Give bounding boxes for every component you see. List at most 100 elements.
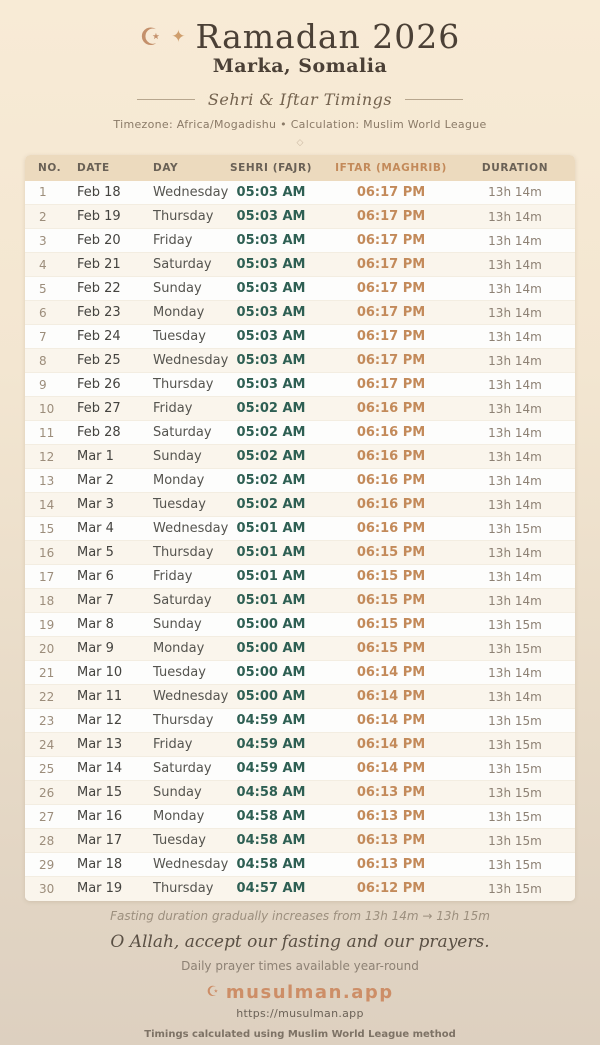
row-number: 23 xyxy=(25,708,64,733)
table-row: 3 Feb 20 Friday 05:03 AM 06:17 PM 13h 14m xyxy=(25,228,575,253)
divider-line-right xyxy=(405,98,464,100)
row-date: Mar 14 xyxy=(64,756,140,781)
row-date: Feb 28 xyxy=(64,420,140,445)
row-duration: 13h 14m xyxy=(455,396,575,421)
row-number: 15 xyxy=(25,516,64,541)
row-iftar-time: 06:16 PM xyxy=(327,492,455,517)
row-iftar-time: 06:16 PM xyxy=(327,444,455,469)
row-date: Feb 19 xyxy=(64,204,140,229)
row-day: Friday xyxy=(140,396,215,421)
table-row: 18 Mar 7 Saturday 05:01 AM 06:15 PM 13h 14m xyxy=(25,588,575,613)
row-date: Feb 24 xyxy=(64,324,140,349)
row-day: Wednesday xyxy=(140,516,228,541)
row-iftar-time: 06:16 PM xyxy=(327,468,455,493)
row-date: Mar 11 xyxy=(64,684,140,709)
row-sehri-time: 05:03 AM xyxy=(215,252,327,277)
row-number: 1 xyxy=(39,185,47,200)
table-row: 21 Mar 10 Tuesday 05:00 AM 06:14 PM 13h 14m xyxy=(25,660,575,685)
row-iftar-time: 06:13 PM xyxy=(327,804,455,829)
row-day: Sunday xyxy=(140,780,215,805)
row-sehri-time: 05:03 AM xyxy=(236,184,306,200)
col-header-duration: DURATION xyxy=(481,161,549,174)
row-duration: 13h 14m xyxy=(455,540,575,565)
row-iftar-time: 06:15 PM xyxy=(327,612,455,637)
row-duration: 13h 14m xyxy=(455,252,575,277)
row-date: Mar 7 xyxy=(64,588,140,613)
row-sehri-time: 05:01 AM xyxy=(215,540,327,565)
timezone-calculation-meta: Timezone: Africa/Mogadishu • Calculation… xyxy=(113,117,487,131)
row-day: Thursday xyxy=(140,372,215,397)
row-date: Mar 10 xyxy=(64,660,140,685)
table-row: 16 Mar 5 Thursday 05:01 AM 06:15 PM 13h 14m xyxy=(25,540,575,565)
row-day: Sunday xyxy=(140,444,215,469)
row-day: Saturday xyxy=(140,756,215,781)
row-day: Tuesday xyxy=(140,828,215,853)
row-sehri-time: 04:58 AM xyxy=(215,804,327,829)
row-duration: 13h 14m xyxy=(455,300,575,325)
row-number: 28 xyxy=(25,828,64,853)
page-title: Ramadan 2026 xyxy=(195,17,461,56)
row-sehri-time: 04:58 AM xyxy=(215,780,327,805)
row-day: Tuesday xyxy=(140,492,215,517)
row-sehri-time: 05:01 AM xyxy=(215,588,327,613)
title-row: ☪ ✦ Ramadan 2026 xyxy=(0,17,600,56)
row-duration: 13h 15m xyxy=(455,732,575,757)
row-sehri-time: 04:58 AM xyxy=(215,852,327,877)
row-date: Mar 1 xyxy=(64,444,140,469)
row-iftar-time: 06:15 PM xyxy=(327,636,455,661)
row-date: Feb 27 xyxy=(64,396,140,421)
row-iftar-time: 06:17 PM xyxy=(327,372,455,397)
row-day: Wednesday xyxy=(153,184,229,200)
row-number: 6 xyxy=(25,300,64,325)
row-date: Feb 20 xyxy=(64,228,140,253)
table-header: NO. DATE DAY SEHRI (FAJR) IFTAR (MAGHRIB) DUR… xyxy=(25,154,575,181)
row-sehri-time: 05:02 AM xyxy=(215,420,327,445)
row-iftar-time: 06:17 PM xyxy=(327,252,455,277)
brand-name[interactable]: musulman.app xyxy=(225,981,394,1003)
table-row: 25 Mar 14 Saturday 04:59 AM 06:14 PM 13h 15m xyxy=(25,756,575,781)
row-number: 17 xyxy=(25,564,64,589)
row-day: Tuesday xyxy=(140,324,215,349)
table-row: 19 Mar 8 Sunday 05:00 AM 06:15 PM 13h 15m xyxy=(25,612,575,637)
col-header-no: NO. xyxy=(38,161,62,174)
row-date: Feb 26 xyxy=(64,372,140,397)
row-day: Wednesday xyxy=(140,348,228,373)
row-date: Feb 23 xyxy=(64,300,140,325)
row-sehri-time: 05:02 AM xyxy=(215,468,327,493)
row-duration: 13h 14m xyxy=(455,588,575,613)
row-day: Thursday xyxy=(140,204,215,229)
row-day: Sunday xyxy=(140,612,215,637)
row-number: 4 xyxy=(25,252,64,277)
row-duration: 13h 15m xyxy=(455,852,575,877)
row-duration: 13h 14m xyxy=(488,185,542,200)
row-duration: 13h 15m xyxy=(455,636,575,661)
table-row: 10 Feb 27 Friday 05:02 AM 06:16 PM 13h 14m xyxy=(25,396,575,421)
row-duration: 13h 14m xyxy=(455,468,575,493)
row-number: 29 xyxy=(25,852,64,877)
row-sehri-time: 04:59 AM xyxy=(215,708,327,733)
row-number: 14 xyxy=(25,492,64,517)
row-sehri-time: 04:57 AM xyxy=(215,876,327,901)
row-date: Feb 22 xyxy=(64,276,140,301)
brand-url[interactable]: https://musulman.app xyxy=(236,1006,364,1020)
row-iftar-time: 06:14 PM xyxy=(327,708,455,733)
row-sehri-time: 05:00 AM xyxy=(215,612,327,637)
row-number: 16 xyxy=(25,540,64,565)
row-duration: 13h 14m xyxy=(455,444,575,469)
row-iftar-time: 06:17 PM xyxy=(327,324,455,349)
row-duration: 13h 15m xyxy=(455,756,575,781)
row-duration: 13h 14m xyxy=(455,324,575,349)
row-day: Monday xyxy=(140,468,215,493)
row-sehri-time: 05:01 AM xyxy=(215,564,327,589)
row-number: 3 xyxy=(25,228,64,253)
row-sehri-time: 05:03 AM xyxy=(215,204,327,229)
row-sehri-time: 05:03 AM xyxy=(215,276,327,301)
row-number: 9 xyxy=(25,372,64,397)
table-row: 11 Feb 28 Saturday 05:02 AM 06:16 PM 13h 14m xyxy=(25,420,575,445)
row-duration: 13h 15m xyxy=(455,804,575,829)
row-duration: 13h 14m xyxy=(455,204,575,229)
row-sehri-time: 05:03 AM xyxy=(215,372,327,397)
table-row: 23 Mar 12 Thursday 04:59 AM 06:14 PM 13h 15m xyxy=(25,708,575,733)
row-duration: 13h 15m xyxy=(455,516,575,541)
row-number: 5 xyxy=(25,276,64,301)
